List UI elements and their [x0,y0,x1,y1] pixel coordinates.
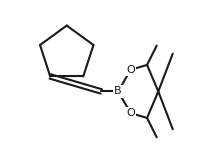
Text: O: O [126,108,135,118]
Text: O: O [126,65,135,75]
Text: B: B [114,87,122,96]
